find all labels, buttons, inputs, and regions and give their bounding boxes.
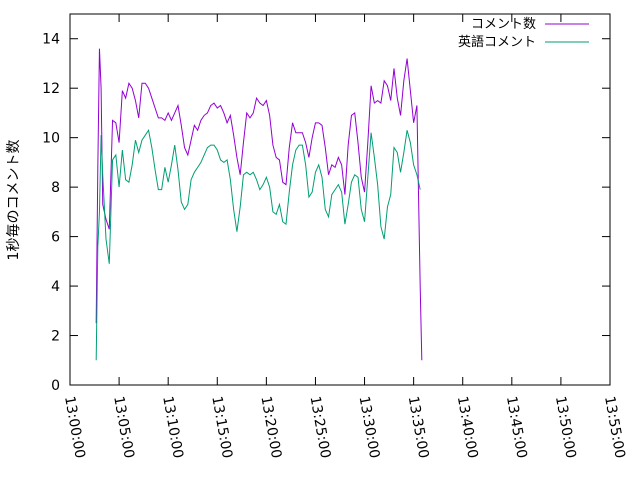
series-lines (95, 48, 423, 361)
x-tick-label: 13:20:00 (257, 395, 284, 460)
x-tick-label: 13:00:00 (61, 395, 88, 460)
y-tick-label: 12 (42, 81, 60, 97)
y-tick-label: 6 (51, 230, 60, 246)
y-axis-label: 1秒毎のコメント数 (6, 140, 22, 261)
x-tick-label: 13:30:00 (356, 395, 383, 460)
x-tick-label: 13:50:00 (552, 395, 579, 460)
y-tick-label: 0 (51, 378, 60, 394)
x-tick-label: 13:10:00 (159, 395, 186, 460)
legend-label-2: 英語コメント (458, 34, 536, 50)
y-tick-label: 4 (51, 279, 60, 295)
x-tick-label: 13:05:00 (110, 395, 137, 460)
x-tick-label: 13:45:00 (503, 395, 530, 460)
x-tick-label: 13:25:00 (307, 395, 334, 460)
y-axis: 0 2 4 6 8 10 12 14 (42, 32, 610, 394)
series-line-1 (95, 48, 423, 361)
x-axis: 13:00:00 13:05:00 13:10:00 13:15:00 13:20:00… (61, 14, 628, 460)
y-tick-label: 14 (42, 32, 60, 48)
y-tick-label: 2 (51, 329, 60, 345)
x-tick-label: 13:15:00 (208, 395, 235, 460)
x-tick-label: 13:35:00 (405, 395, 432, 460)
plot-frame (69, 13, 611, 386)
series-line-2 (95, 128, 421, 361)
y-tick-label: 8 (51, 180, 60, 196)
x-tick-label: 13:40:00 (454, 395, 481, 460)
x-tick-label: 13:55:00 (601, 395, 628, 460)
legend-label-1: コメント数 (471, 17, 536, 32)
y-tick-label: 10 (42, 131, 60, 147)
